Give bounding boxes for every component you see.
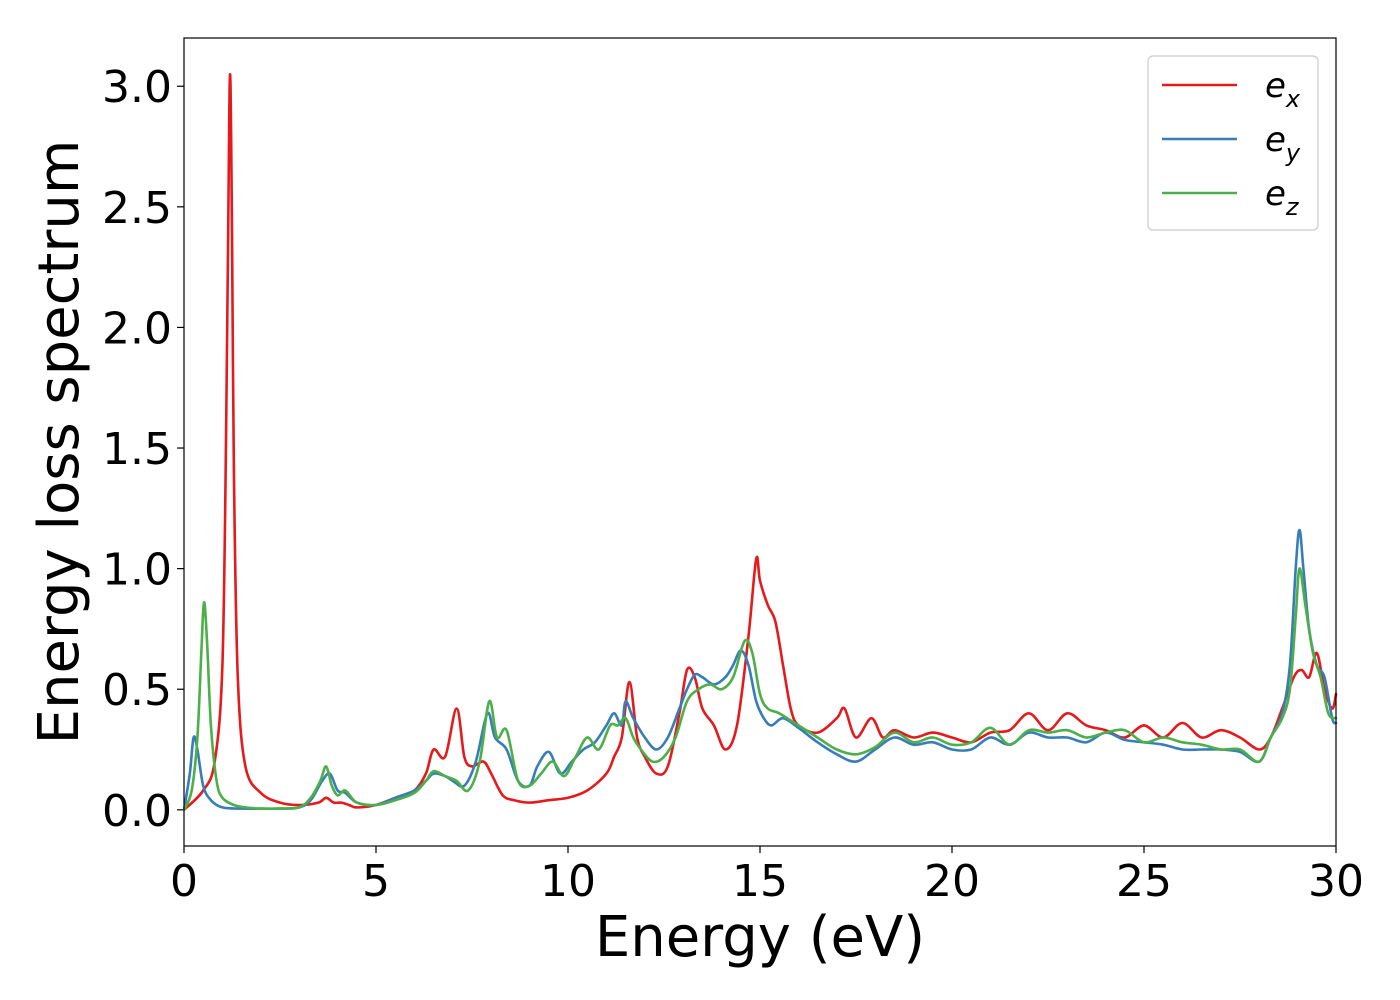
legend-label-base: e bbox=[1265, 66, 1286, 106]
y-tick-label: 0.5 bbox=[102, 665, 172, 716]
x-tick-label: 30 bbox=[1308, 856, 1364, 907]
x-tick-label: 0 bbox=[170, 856, 198, 907]
legend-label-subscript: z bbox=[1285, 193, 1300, 221]
series-layer bbox=[182, 72, 1338, 812]
legend-label-base: e bbox=[1265, 120, 1286, 160]
x-tick-label: 25 bbox=[1116, 856, 1172, 907]
x-tick-label: 15 bbox=[732, 856, 788, 907]
y-axis-label: Energy loss spectrum bbox=[27, 140, 92, 745]
y-tick-label: 1.5 bbox=[102, 424, 172, 475]
y-tick-label: 3.0 bbox=[102, 62, 172, 113]
y-tick-label: 2.5 bbox=[102, 183, 172, 234]
legend-label-y: ey bbox=[1265, 120, 1301, 167]
legend-label-subscript: y bbox=[1285, 139, 1301, 167]
x-axis-label: Energy (eV) bbox=[595, 905, 925, 970]
legend-label-z: ez bbox=[1265, 174, 1300, 221]
y-tick-label: 2.0 bbox=[102, 303, 172, 354]
y-tick-label: 1.0 bbox=[102, 545, 172, 596]
tick-layer: 0 5 10 15 20 25 30 0.0 0.5 1.0 1.5 2.0 2.5 3.0 bbox=[102, 62, 1364, 907]
legend-label-base: e bbox=[1265, 174, 1286, 214]
legend-label-subscript: x bbox=[1285, 85, 1301, 113]
plot-area-frame bbox=[183, 37, 1337, 847]
x-tick-label: 5 bbox=[362, 856, 390, 907]
legend-box bbox=[1147, 55, 1319, 231]
x-tick-label: 20 bbox=[924, 856, 980, 907]
legend-label-x: ex bbox=[1265, 66, 1301, 113]
y-tick-label: 0.0 bbox=[102, 786, 172, 837]
series-line-z bbox=[182, 567, 1338, 812]
x-tick-label: 10 bbox=[540, 856, 596, 907]
